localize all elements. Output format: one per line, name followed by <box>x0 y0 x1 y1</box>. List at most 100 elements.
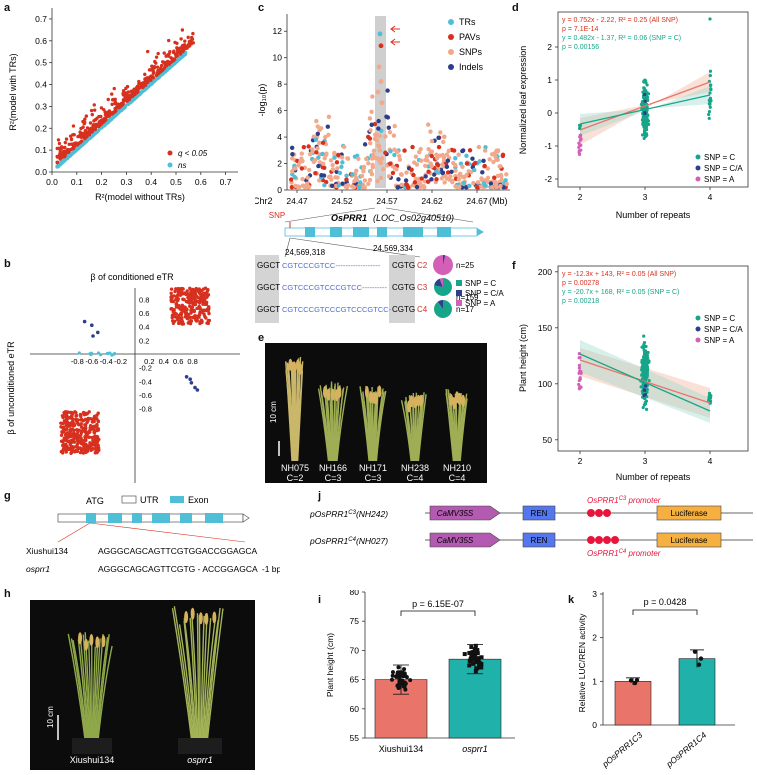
c-point <box>471 180 476 186</box>
f-eq2: p = 0.00278 <box>562 280 599 287</box>
a-point-sig <box>143 72 147 77</box>
c-point <box>324 151 329 156</box>
b-point <box>95 424 99 428</box>
b-ytick: 0.6 <box>139 309 149 318</box>
c-point <box>341 144 347 150</box>
a-point-ns <box>116 109 121 114</box>
a-point-sig <box>92 103 96 107</box>
c-point <box>367 116 373 121</box>
a-point-sig <box>155 65 160 69</box>
j-row-label: pOsPRR1C3(NH242) <box>309 509 388 519</box>
a-point-sig <box>162 66 167 70</box>
a-point-sig <box>113 97 117 101</box>
b-point <box>59 433 64 437</box>
c-point <box>337 170 343 176</box>
d-point-c <box>709 99 713 103</box>
a-point-sig <box>89 108 94 113</box>
b-point <box>93 437 98 441</box>
c-point <box>487 157 492 162</box>
c-point <box>373 155 378 161</box>
d-point-c <box>708 69 713 73</box>
a-ytick: 0.6 <box>35 36 47 46</box>
b-point-opp <box>82 319 87 324</box>
a-point-sig <box>88 121 93 125</box>
j-repeat <box>611 536 619 544</box>
c-point <box>429 177 434 182</box>
d-point-c <box>707 116 711 120</box>
c-point <box>394 167 399 172</box>
a-point-sig <box>95 116 99 120</box>
c-point <box>451 148 457 153</box>
c-point <box>449 169 454 174</box>
a-point-sig <box>55 160 59 165</box>
c-point <box>328 174 333 179</box>
b-point <box>174 312 178 316</box>
c-point <box>423 163 428 169</box>
b-point <box>207 318 212 323</box>
b-point <box>68 440 72 445</box>
a-ytick: 0.3 <box>35 101 47 111</box>
a-point-sig <box>166 62 171 66</box>
i-point <box>400 673 405 678</box>
b-point <box>59 425 63 429</box>
c-point <box>323 134 328 140</box>
panel-g-gene: ATG UTR Exon Xiushui134 AGGGCAGCAGTTCGTG… <box>26 495 280 574</box>
a-point-sig <box>170 59 175 63</box>
b-point <box>64 415 68 419</box>
b-point-opp <box>90 323 94 327</box>
c-point <box>330 167 336 172</box>
b-point <box>79 422 83 426</box>
f-eq4: p = 0.00218 <box>562 298 599 305</box>
b-point <box>198 306 202 311</box>
f-point-c <box>642 340 647 345</box>
b-point <box>68 428 72 432</box>
a-point-sig <box>181 47 186 51</box>
c-ytick: 0 <box>277 185 282 195</box>
panel-label-e: e <box>258 332 265 344</box>
c-point <box>482 163 487 169</box>
panel-a-scatter: 0.0 0.1 0.2 0.3 0.4 0.5 0.6 0.7 0.0 0.1 0.2 0.3 0.4 0… <box>8 8 238 202</box>
a-point-sig <box>150 68 154 72</box>
c-point <box>332 150 337 156</box>
f-point-c <box>643 365 647 369</box>
i-point <box>479 655 484 660</box>
i-point <box>468 659 473 664</box>
a-point-sig <box>92 119 96 123</box>
b-point <box>204 300 208 304</box>
c-point <box>334 160 340 165</box>
i-ytick: 70 <box>350 645 360 655</box>
b-xtick: 0.6 <box>173 357 183 366</box>
c-point <box>362 185 368 190</box>
b-point <box>174 305 179 309</box>
c-point <box>460 164 465 169</box>
c-point <box>488 181 494 186</box>
c-point <box>442 134 447 139</box>
b-point <box>200 308 205 312</box>
c-point <box>489 185 495 190</box>
c-point <box>441 155 447 161</box>
b-point <box>169 291 173 295</box>
c-point <box>314 118 319 124</box>
c-point <box>336 152 341 158</box>
b-point <box>93 414 97 418</box>
a-point-sig <box>99 114 103 119</box>
c-point <box>468 169 474 175</box>
b-point <box>68 424 72 428</box>
g-utr: UTR <box>140 495 159 505</box>
panel-label-b: b <box>4 258 11 270</box>
c-point <box>500 152 506 157</box>
a-point-sig <box>173 40 177 45</box>
b-point <box>82 429 86 433</box>
c-point <box>428 129 433 134</box>
j-repeat <box>587 509 595 517</box>
panel-e-photo: 10 cm NH075 C=2 NH166 C=3 NH171 C=3 NH238 C=4 NH… <box>265 343 487 483</box>
c-point <box>442 180 447 185</box>
c-point <box>493 181 499 187</box>
b-point <box>91 442 95 447</box>
b-point <box>169 307 174 311</box>
b-point <box>88 441 92 445</box>
k-ylabel: Relative LUC/REN activity <box>577 613 587 712</box>
c-point <box>293 166 298 171</box>
b-point <box>71 437 76 442</box>
panel-label-i: i <box>318 594 322 606</box>
